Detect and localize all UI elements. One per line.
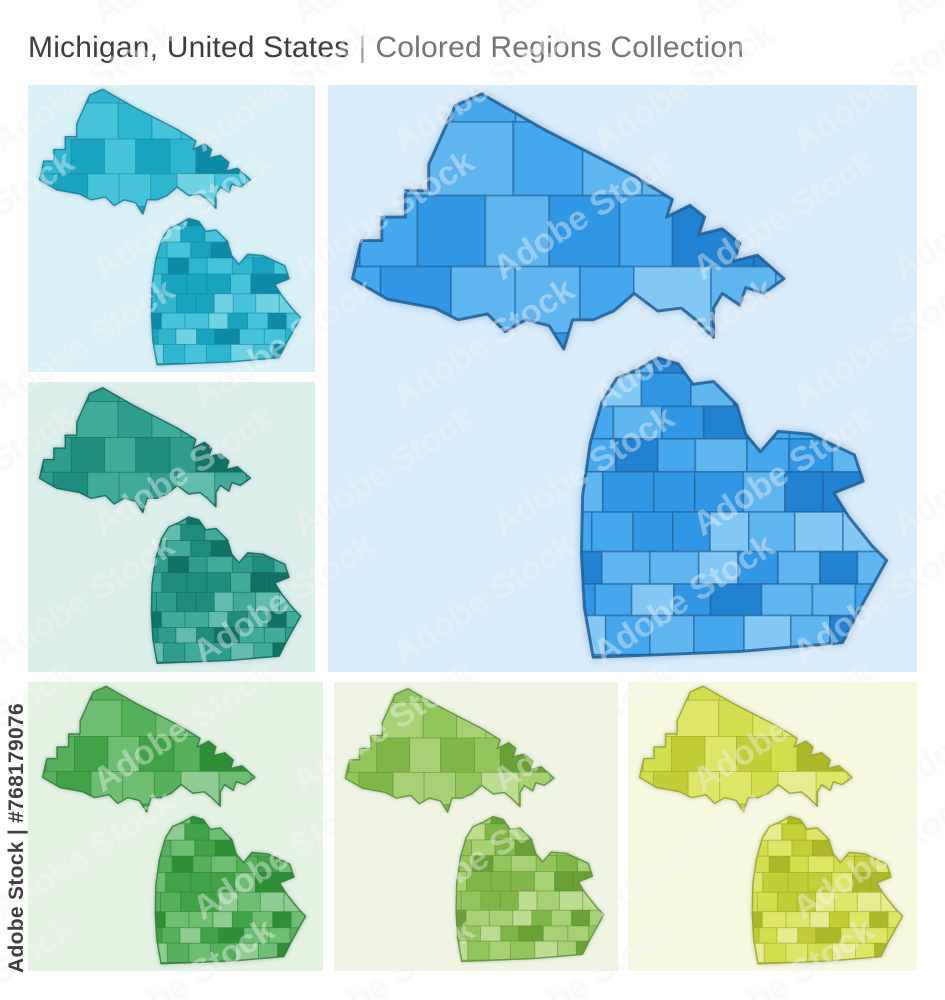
- title-separator: |: [358, 31, 367, 64]
- michigan-county-map-lime: [638, 685, 904, 965]
- watermark-text: Adobe Stock: [0, 0, 82, 32]
- watermark-text: Adobe Stock: [886, 0, 945, 32]
- michigan-county-map-green: [41, 685, 307, 965]
- map-tile-cyan: [28, 85, 315, 372]
- watermark-credit: Adobe Stock | #768179076: [5, 703, 28, 973]
- michigan-county-map-blue: [351, 92, 889, 659]
- watermark-text: Adobe Stock: [486, 0, 682, 32]
- watermark-text: Adobe Stock: [86, 0, 282, 32]
- watermark-text: Adobe Stock: [286, 0, 482, 32]
- watermark-text: Adobe Stock: [686, 0, 882, 32]
- map-tile-light-green: [334, 682, 618, 971]
- michigan-county-map-light-green: [344, 688, 605, 963]
- map-tile-teal: [28, 382, 315, 672]
- map-tile-green: [28, 682, 323, 971]
- watermark-text: Adobe Stock: [0, 0, 82, 32]
- title-main: Michigan, United States: [28, 31, 350, 64]
- map-tile-lime: [628, 682, 917, 971]
- michigan-county-map-cyan: [38, 88, 302, 366]
- title-collection: Colored Regions Collection: [375, 31, 745, 64]
- watermark-text: Adobe Stock: [86, 0, 282, 32]
- map-tile-blue-large: [328, 85, 917, 672]
- watermark-text: Adobe Stock: [286, 0, 482, 32]
- michigan-county-map-teal: [38, 387, 302, 665]
- watermark-text: Adobe Stock: [486, 0, 682, 32]
- watermark-text: Adobe Stock: [686, 0, 882, 32]
- watermark-text: Adobe Stock: [886, 0, 945, 32]
- page-title: Michigan, United States | Colored Regions …: [28, 31, 744, 65]
